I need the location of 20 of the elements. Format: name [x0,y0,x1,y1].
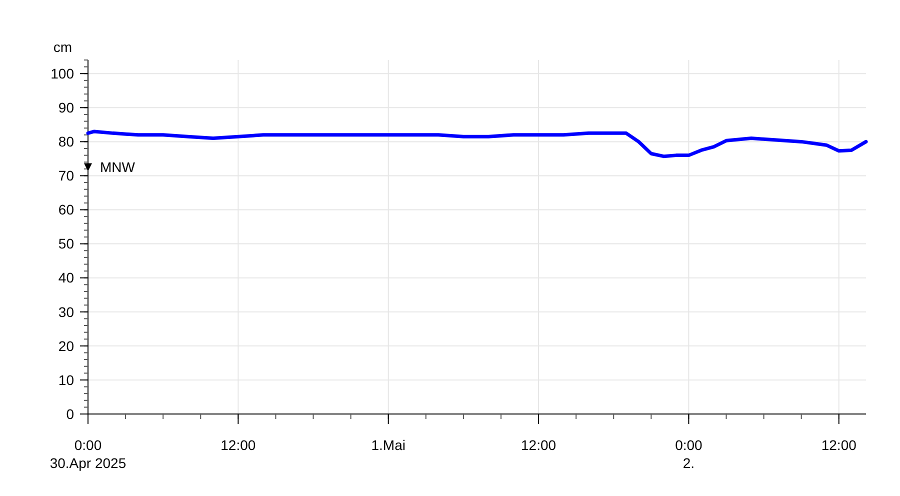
y-tick-label: 60 [58,202,74,218]
y-tick-label: 0 [66,406,74,422]
x-tick-label: 12:00 [521,437,556,453]
x-tick-label: 12:00 [821,437,857,453]
y-tick-label: 90 [58,100,74,116]
y-axis-title: cm [53,39,72,55]
y-tick-label: 80 [58,134,74,150]
y-tick-label: 30 [58,304,74,320]
y-tick-label: 50 [58,236,74,252]
x-tick-label: 1.Mai [371,437,406,453]
line-series [86,130,868,158]
x-tick-label: 12:00 [220,437,256,453]
x-tick-label: 0:00 2. [675,437,703,471]
y-tick-label: 10 [58,372,74,388]
series-label: MNW [100,159,136,176]
y-tick-label: 70 [58,168,74,184]
y-tick-label: 100 [50,66,74,82]
y-tick-label: 20 [58,338,74,354]
x-tick-label: 0:00 30.Apr 2025 [50,437,126,471]
y-tick-label: 40 [58,270,74,286]
